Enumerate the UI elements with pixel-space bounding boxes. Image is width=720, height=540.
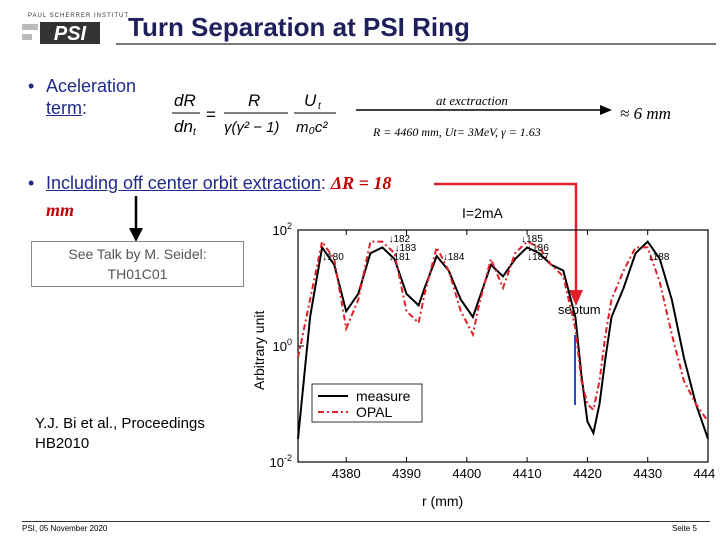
- turn-label: ↓181: [388, 252, 410, 263]
- logo-bar: [22, 24, 38, 30]
- formula-lhs-den: dn: [174, 117, 193, 136]
- plot-area: 4380 4390 4400 4410 4420 4430 4440 102 100 10-2 ↓1…: [270, 221, 715, 481]
- legend-label: OPAL: [356, 404, 393, 420]
- talk-line2: TH01C01: [107, 266, 168, 282]
- series-measure: [297, 240, 709, 440]
- turn-label: ↓184: [443, 252, 465, 263]
- bullet2-text: Including off center orbit extraction: Δ…: [46, 172, 391, 194]
- delta-r-unit: mm: [46, 200, 75, 220]
- x-tick-label: 4390: [392, 466, 421, 481]
- formula-mid-num: R: [248, 91, 260, 110]
- formula-rhs-num: U: [304, 91, 317, 110]
- bullet1-label2: term: [46, 98, 82, 118]
- talk-reference-box: See Talk by M. Seidel: TH01C01: [31, 241, 244, 287]
- turn-separation-chart: I=2mA Arbitrary unit r (mm) septum 4380 4…: [251, 205, 715, 509]
- x-tick-label: 4430: [633, 466, 662, 481]
- logo-bar: [22, 34, 32, 40]
- formula-mid-den: γ(γ² − 1): [224, 119, 279, 136]
- bullet1-label: Aceleration: [46, 76, 137, 96]
- footer-date: PSI, 05 November 2020: [22, 524, 108, 533]
- formula-rhs-sub: t: [318, 101, 322, 112]
- result-value: ≈ 6 mm: [620, 104, 671, 123]
- formula-lhs-num: dR: [174, 91, 196, 110]
- slide-title: Turn Separation at PSI Ring: [128, 12, 470, 42]
- talk-pointer-arrow: [129, 196, 143, 242]
- arrow-params: R = 4460 mm, Ut= 3MeV, γ = 1.63: [373, 125, 541, 139]
- plot-frame: [297, 229, 709, 463]
- series-opal: [297, 239, 709, 422]
- y-tick-label: 102: [273, 221, 292, 238]
- logo-mark: PSI: [54, 23, 87, 44]
- bullet2-colon: :: [320, 173, 326, 193]
- formula-lhs-sub: t: [193, 127, 197, 138]
- footer-page: Seite 5: [672, 524, 697, 533]
- bullet1-text: Aceleration term:: [46, 75, 156, 119]
- turn-label: ↓186: [527, 243, 549, 254]
- chart-title: I=2mA: [462, 205, 504, 221]
- turn-label: ↓188: [648, 252, 670, 263]
- x-axis-label: r (mm): [422, 493, 463, 509]
- septum-pointer-arrow: [434, 182, 583, 306]
- legend-label: measure: [356, 388, 411, 404]
- bullet1-colon: :: [82, 98, 88, 118]
- y-axis-label: Arbitrary unit: [251, 311, 267, 390]
- turn-label: ↓187: [527, 252, 549, 263]
- x-tick-label: 4380: [332, 466, 361, 481]
- x-tick-label: 4420: [573, 466, 602, 481]
- acceleration-formula: dR dn t = R γ(γ² − 1) U t m₀c²: [172, 91, 336, 138]
- psi-logo: PSI: [22, 22, 100, 44]
- reference-citation: Y.J. Bi et al., Proceedings HB2010: [35, 415, 205, 452]
- talk-line1: See Talk by M. Seidel:: [68, 246, 207, 262]
- formula-eq: =: [206, 105, 216, 124]
- right-arrow: [356, 105, 612, 115]
- turn-label: ↓185: [521, 234, 543, 245]
- turn-label: ↓182: [388, 234, 410, 245]
- footer-divider: [22, 521, 710, 522]
- bullet-marker: •: [28, 173, 35, 193]
- y-tick-label: 100: [273, 337, 292, 354]
- x-tick-label: 4440: [694, 466, 715, 481]
- bullet2-label: Including off center orbit extraction: [46, 173, 321, 193]
- legend-box: [311, 383, 423, 423]
- bullet-marker: •: [28, 76, 35, 96]
- septum-label: septum: [558, 302, 601, 317]
- x-tick-label: 4400: [452, 466, 481, 481]
- formula-rhs-den: m₀c²: [296, 119, 328, 136]
- turn-label: ↓180: [322, 252, 344, 263]
- arrow-label: at exctraction: [436, 93, 508, 108]
- turn-label: ↓183: [394, 243, 416, 254]
- y-tick-label: 10-2: [270, 453, 292, 470]
- delta-r-value: ΔR = 18: [330, 173, 392, 193]
- institute-name: PAUL SCHERRER INSTITUT: [28, 13, 130, 19]
- logo-block: [40, 22, 100, 44]
- x-tick-label: 4410: [513, 466, 542, 481]
- title-divider: [116, 43, 716, 45]
